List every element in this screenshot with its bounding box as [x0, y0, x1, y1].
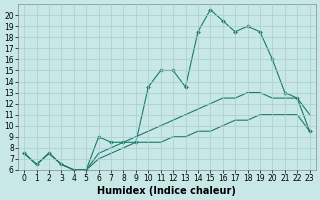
X-axis label: Humidex (Indice chaleur): Humidex (Indice chaleur): [98, 186, 236, 196]
